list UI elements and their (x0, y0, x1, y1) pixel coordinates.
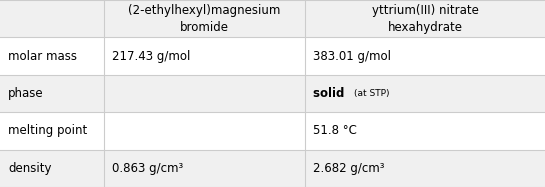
Text: (at STP): (at STP) (354, 89, 390, 98)
Bar (0, 0, 545, 37)
Text: 51.8 °C: 51.8 °C (313, 124, 358, 137)
Bar (0, 75, 545, 112)
Text: 217.43 g/mol: 217.43 g/mol (112, 50, 190, 63)
Text: 2.682 g/cm³: 2.682 g/cm³ (313, 162, 385, 175)
Text: 383.01 g/mol: 383.01 g/mol (313, 50, 391, 63)
Bar (0, 150, 545, 187)
Bar (0, 112, 545, 150)
Text: phase: phase (8, 87, 44, 100)
Text: melting point: melting point (8, 124, 87, 137)
Text: 0.863 g/cm³: 0.863 g/cm³ (112, 162, 183, 175)
Text: density: density (8, 162, 52, 175)
Text: yttrium(III) nitrate
hexahydrate: yttrium(III) nitrate hexahydrate (372, 4, 479, 34)
Text: (2-ethylhexyl)magnesium
bromide: (2-ethylhexyl)magnesium bromide (128, 4, 281, 34)
Bar (0, 37, 545, 75)
Text: solid: solid (313, 87, 353, 100)
Text: molar mass: molar mass (8, 50, 77, 63)
